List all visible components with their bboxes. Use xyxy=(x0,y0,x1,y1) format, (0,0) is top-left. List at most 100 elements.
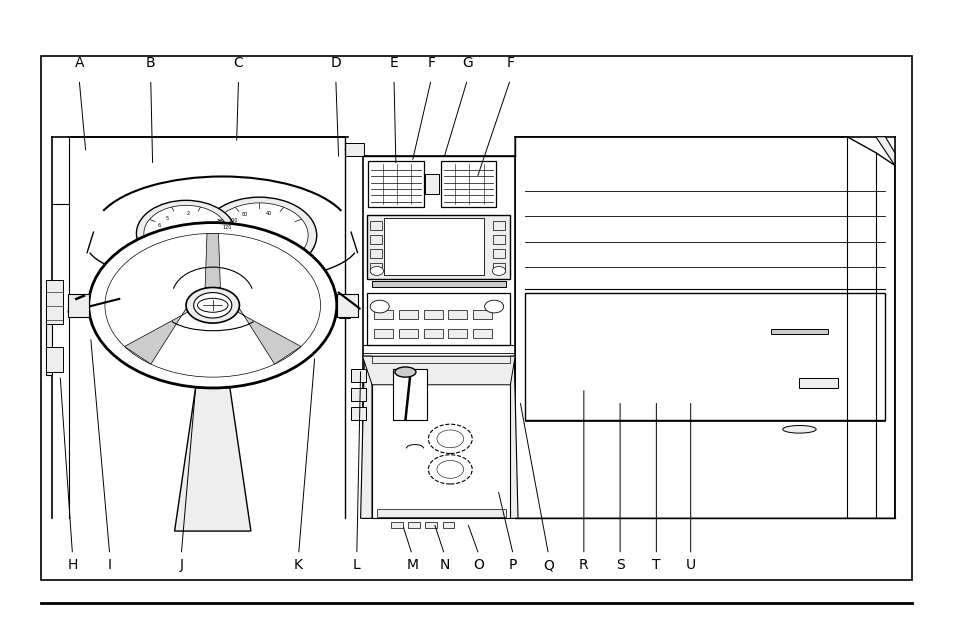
Text: 80: 80 xyxy=(242,212,248,217)
Bar xyxy=(46,347,63,372)
Text: K: K xyxy=(294,558,303,572)
Circle shape xyxy=(210,262,217,267)
Bar xyxy=(473,310,492,319)
Circle shape xyxy=(370,300,389,313)
Bar xyxy=(473,329,492,338)
Bar xyxy=(367,293,510,345)
Bar xyxy=(374,329,393,338)
Circle shape xyxy=(144,205,228,261)
Bar xyxy=(362,156,515,518)
Bar xyxy=(425,522,436,528)
Text: Q: Q xyxy=(542,558,554,572)
Text: 120: 120 xyxy=(222,225,232,230)
Polygon shape xyxy=(360,356,372,518)
Text: M: M xyxy=(406,558,417,572)
Circle shape xyxy=(89,223,336,388)
Text: E: E xyxy=(389,56,398,70)
Circle shape xyxy=(193,262,201,267)
Text: C: C xyxy=(233,56,243,70)
Circle shape xyxy=(226,262,233,267)
Text: F: F xyxy=(506,56,514,70)
Text: L: L xyxy=(353,558,360,572)
Bar xyxy=(393,369,427,420)
Bar xyxy=(370,221,381,230)
Bar xyxy=(338,305,350,318)
Bar xyxy=(372,281,505,287)
Polygon shape xyxy=(875,137,894,165)
Bar xyxy=(368,161,423,207)
Text: I: I xyxy=(108,558,112,572)
Bar xyxy=(391,522,402,528)
Bar xyxy=(41,56,911,580)
Text: 2: 2 xyxy=(187,211,190,216)
Polygon shape xyxy=(46,293,52,375)
Bar xyxy=(442,522,454,528)
Bar xyxy=(425,174,438,194)
Text: 40: 40 xyxy=(265,211,272,216)
Circle shape xyxy=(193,293,232,318)
Text: D: D xyxy=(330,56,341,70)
Text: P: P xyxy=(509,558,517,572)
Circle shape xyxy=(258,262,266,267)
Text: 6: 6 xyxy=(157,223,160,228)
Bar xyxy=(336,294,357,317)
Ellipse shape xyxy=(197,298,228,312)
Bar xyxy=(493,249,504,258)
Polygon shape xyxy=(362,356,515,385)
Polygon shape xyxy=(515,137,894,518)
Bar xyxy=(370,235,381,244)
Circle shape xyxy=(492,266,505,275)
Text: 100: 100 xyxy=(229,218,237,223)
Bar xyxy=(374,310,393,319)
Bar xyxy=(408,522,419,528)
Polygon shape xyxy=(124,304,191,364)
Text: O: O xyxy=(473,558,484,572)
Polygon shape xyxy=(205,233,220,287)
Text: A: A xyxy=(74,56,84,70)
Bar xyxy=(799,378,837,388)
Circle shape xyxy=(202,197,316,273)
Bar xyxy=(370,249,381,258)
Circle shape xyxy=(242,262,250,267)
Polygon shape xyxy=(234,304,301,364)
Text: S: S xyxy=(615,558,624,572)
Ellipse shape xyxy=(395,367,416,377)
Bar xyxy=(440,161,496,207)
Bar xyxy=(448,329,467,338)
Bar xyxy=(423,329,442,338)
Bar xyxy=(493,235,504,244)
Bar xyxy=(524,293,884,420)
Bar xyxy=(398,329,417,338)
Bar xyxy=(372,366,510,518)
Text: R: R xyxy=(578,558,588,572)
Bar xyxy=(351,407,366,420)
Ellipse shape xyxy=(781,425,815,433)
Circle shape xyxy=(436,460,463,478)
Polygon shape xyxy=(510,356,517,518)
Bar xyxy=(398,310,417,319)
Text: H: H xyxy=(68,558,77,572)
Bar xyxy=(423,310,442,319)
Bar xyxy=(367,215,510,279)
Bar xyxy=(384,218,483,275)
Circle shape xyxy=(177,262,185,267)
Circle shape xyxy=(370,266,383,275)
Circle shape xyxy=(484,300,503,313)
Text: N: N xyxy=(439,558,449,572)
Bar xyxy=(448,310,467,319)
Bar xyxy=(493,221,504,230)
Circle shape xyxy=(186,287,239,323)
Text: U: U xyxy=(685,558,695,572)
Bar xyxy=(176,252,270,258)
Bar xyxy=(351,369,366,382)
Text: 5: 5 xyxy=(165,216,169,221)
Text: F: F xyxy=(427,56,435,70)
Bar xyxy=(46,280,63,324)
Text: J: J xyxy=(179,558,183,572)
Circle shape xyxy=(136,200,235,266)
Circle shape xyxy=(211,203,308,268)
Text: B: B xyxy=(146,56,155,70)
Bar xyxy=(345,143,364,156)
Circle shape xyxy=(428,455,472,484)
Bar xyxy=(493,263,504,272)
